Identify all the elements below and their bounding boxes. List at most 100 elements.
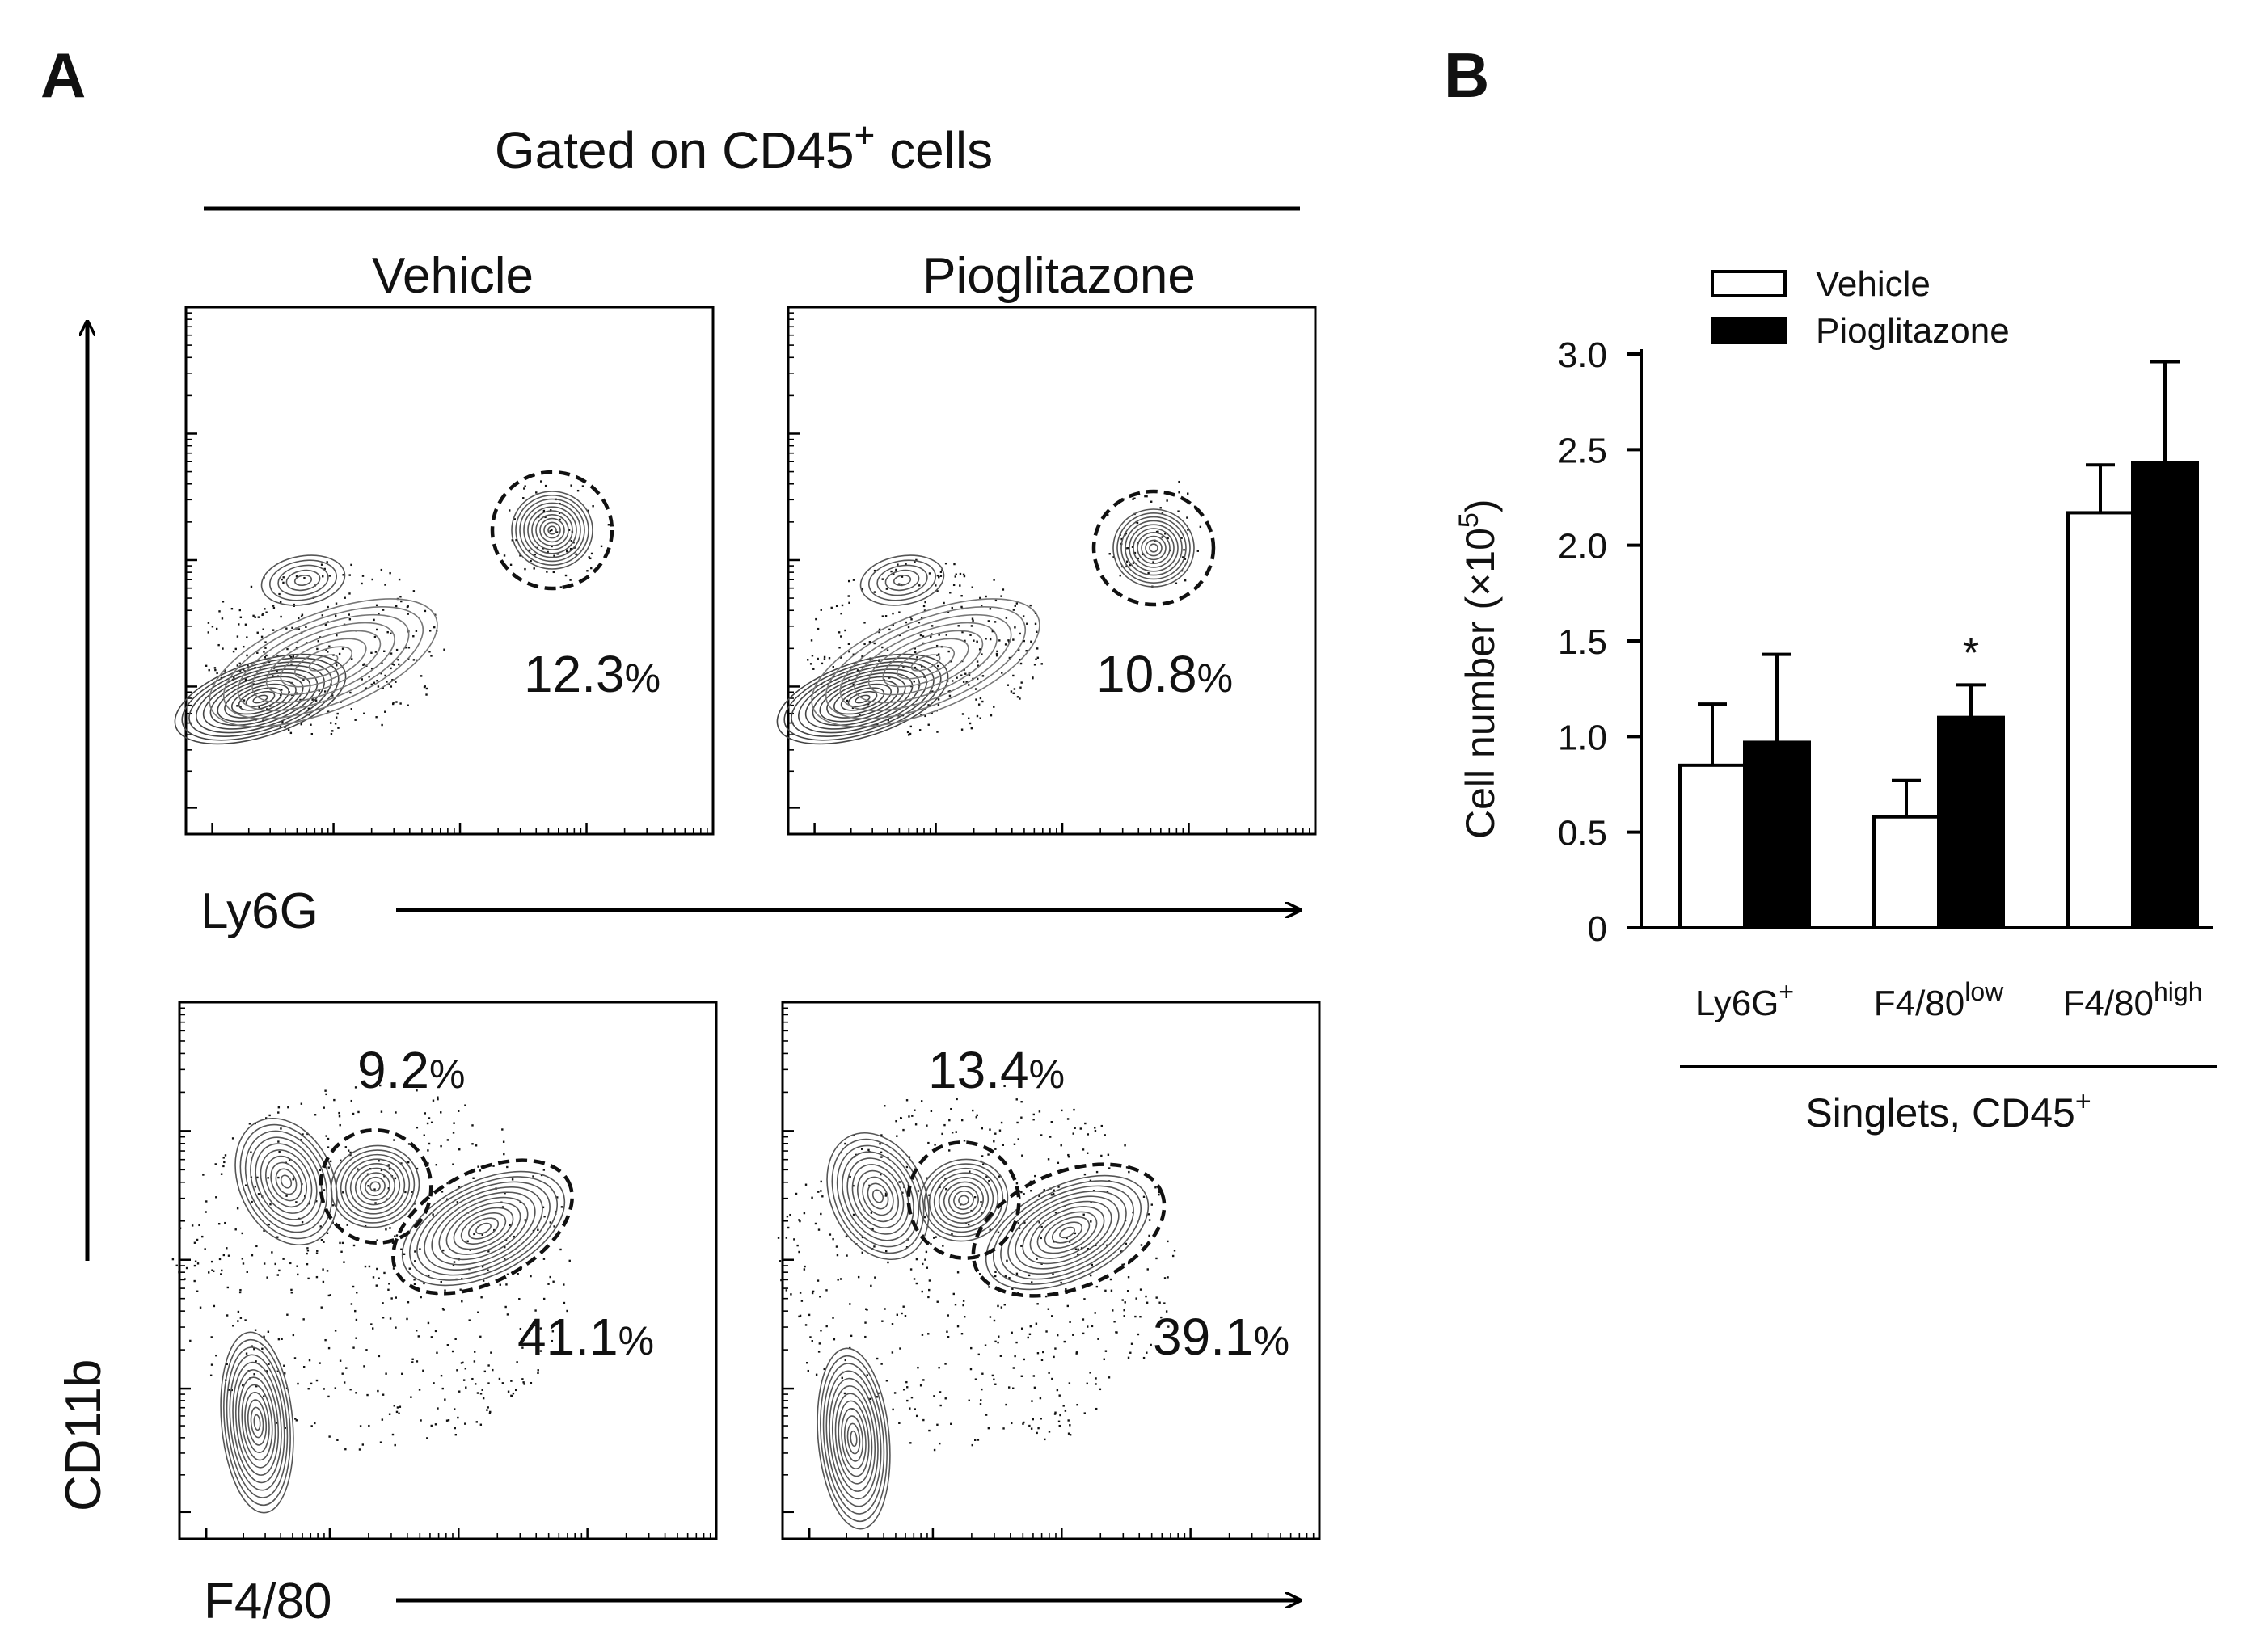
event-dot — [927, 1333, 930, 1335]
event-dot — [815, 617, 817, 621]
event-dot — [407, 704, 409, 706]
contour-ring — [460, 1212, 507, 1245]
event-dot — [398, 663, 400, 666]
event-dot — [327, 710, 330, 713]
event-dot — [423, 1134, 425, 1136]
contour-ring — [842, 1151, 914, 1241]
event-dot — [1137, 557, 1140, 560]
event-dot — [519, 1327, 522, 1330]
event-dot — [1158, 1301, 1161, 1304]
event-dot — [466, 1240, 469, 1243]
event-dot — [1095, 1170, 1099, 1174]
event-dot — [1040, 1134, 1043, 1136]
contour-ring — [231, 683, 289, 715]
event-dot — [230, 1389, 233, 1392]
event-dot — [384, 584, 386, 586]
event-dot — [1007, 684, 1010, 686]
event-dot — [295, 1419, 298, 1422]
event-dot — [869, 1397, 871, 1401]
event-dot — [1124, 1301, 1126, 1304]
event-dot — [419, 1248, 421, 1250]
event-dot — [829, 1233, 832, 1236]
y-axis-label: Cell number (×105) — [1454, 499, 1503, 840]
contour-ring — [226, 1346, 289, 1498]
event-dot — [851, 706, 855, 710]
event-dot — [307, 1388, 310, 1390]
event-dot — [387, 1288, 390, 1291]
contour-ring — [804, 668, 921, 730]
contour-ring — [1000, 1185, 1134, 1280]
event-dot — [1077, 1253, 1079, 1256]
event-dot — [1019, 632, 1021, 635]
event-dot — [988, 1286, 990, 1288]
event-dot — [523, 1383, 525, 1385]
event-dot — [790, 1293, 792, 1296]
event-dot — [935, 1236, 937, 1238]
event-dot — [1043, 1189, 1045, 1191]
event-dot — [388, 1413, 391, 1415]
event-dot — [178, 1271, 180, 1274]
contour-ring — [260, 1149, 313, 1214]
gate-ellipse — [1091, 489, 1216, 607]
event-dot — [839, 1278, 842, 1280]
event-dot — [414, 1260, 416, 1262]
event-dot — [1131, 546, 1134, 548]
event-dot — [443, 648, 445, 651]
event-dot — [556, 553, 559, 555]
event-dot — [227, 1389, 230, 1391]
event-dot — [517, 1272, 519, 1275]
event-dot — [346, 1224, 348, 1226]
event-dot — [367, 1185, 369, 1187]
event-dot — [404, 647, 407, 649]
event-dot — [384, 674, 386, 677]
event-dot — [440, 1144, 442, 1148]
event-dot — [563, 1283, 565, 1286]
event-dot — [798, 1315, 800, 1318]
event-dot — [910, 618, 913, 621]
event-dot — [444, 1289, 446, 1292]
event-dot — [1019, 686, 1022, 689]
event-dot — [513, 1235, 515, 1238]
event-dot — [350, 1303, 353, 1305]
event-dot — [846, 699, 849, 702]
event-dot — [1022, 615, 1025, 617]
event-dot — [537, 516, 540, 518]
event-dot — [239, 616, 243, 619]
event-dot — [274, 1262, 276, 1266]
event-dot — [948, 1119, 951, 1122]
event-dot — [1047, 1308, 1050, 1310]
event-dot — [542, 509, 546, 512]
event-dot — [1047, 1158, 1050, 1161]
event-dot — [938, 1366, 940, 1369]
event-dot — [971, 617, 974, 620]
event-dot — [342, 574, 344, 576]
event-dot — [558, 512, 561, 515]
event-dot — [905, 1380, 908, 1384]
bar-pioglitazone — [1743, 740, 1811, 930]
event-dot — [179, 1227, 182, 1230]
event-dot — [257, 616, 260, 618]
contour-ring — [330, 1144, 420, 1228]
event-dot — [413, 1279, 416, 1281]
contour-ring — [453, 1207, 514, 1250]
event-dot — [1032, 1418, 1034, 1421]
event-dot — [960, 674, 963, 676]
event-dot — [1121, 1299, 1124, 1301]
event-dot — [1187, 529, 1189, 531]
contour-ring — [250, 1136, 323, 1227]
event-dot — [1051, 1315, 1053, 1317]
event-dot — [278, 1150, 281, 1153]
legend-swatch-pioglitazone — [1711, 317, 1787, 344]
contour-ring — [511, 491, 593, 570]
y-ticks: 00.51.01.52.02.53.0 — [1558, 335, 1641, 949]
event-dot — [1005, 1403, 1007, 1406]
event-dot — [1014, 605, 1016, 607]
event-dot — [264, 647, 267, 649]
event-dot — [1066, 1118, 1070, 1120]
event-dot — [898, 583, 901, 585]
event-dot — [191, 1224, 194, 1227]
event-dot — [1150, 1343, 1152, 1346]
event-dot — [234, 647, 237, 651]
event-dot — [281, 1338, 283, 1340]
event-dot — [1040, 1359, 1044, 1362]
